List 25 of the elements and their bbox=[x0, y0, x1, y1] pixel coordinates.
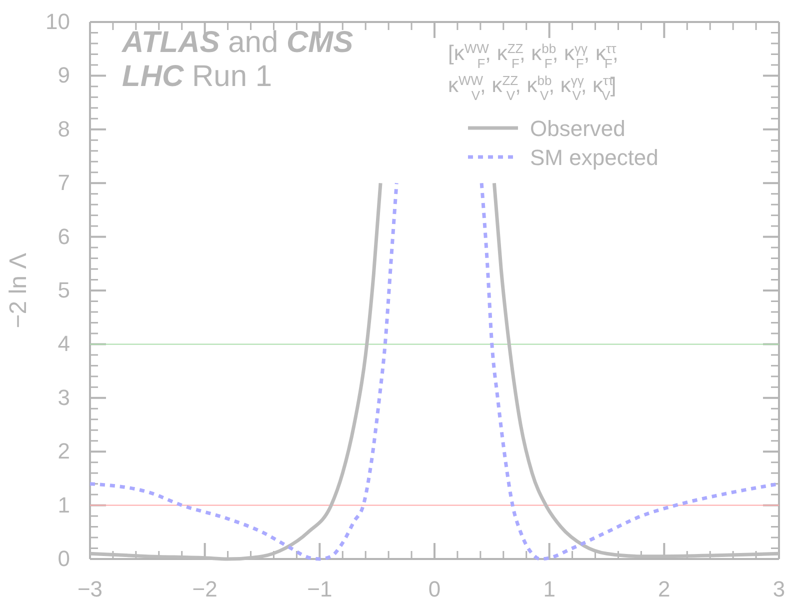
text: [κ$^{WW}$$_{F}$, κ$^{ZZ}$$_{F}$, κ$^{bb}$$_{F}$, κ$^{γγ}$$_{F}$, κ$^{ττ}$$_{F}$, bbox=[448, 40, 618, 70]
y-tick-label: 10 bbox=[46, 9, 70, 34]
x-tick-label: −2 bbox=[192, 576, 218, 599]
text: κ$^{WW}$$_{V}$, κ$^{ZZ}$$_{V}$, κ$^{bb}$$_{V}$, κ$^{γγ}$$_{V}$, κ$^{ττ}$$_{V}$] bbox=[448, 72, 616, 102]
y-tick-label: 9 bbox=[58, 62, 70, 88]
y-tick-label: 1 bbox=[58, 492, 70, 518]
y-tick-label: 7 bbox=[58, 170, 70, 196]
y-axis-title: −2 ln Λ bbox=[5, 252, 32, 328]
legend-label: Observed bbox=[530, 116, 626, 141]
x-tick-label: −3 bbox=[77, 576, 103, 599]
y-tick-label: 3 bbox=[58, 384, 70, 410]
annotation: LHC Run 1 bbox=[122, 60, 272, 93]
y-tick-label: 4 bbox=[58, 331, 70, 356]
x-tick-label: 1 bbox=[543, 576, 556, 599]
x-tick-label: 3 bbox=[772, 576, 786, 599]
y-tick-label: 5 bbox=[58, 278, 70, 303]
y-tick-label: 2 bbox=[58, 438, 70, 464]
y-tick-label: 0 bbox=[58, 546, 70, 572]
x-tick-label: 0 bbox=[428, 576, 441, 599]
y-tick-label: 6 bbox=[58, 224, 70, 249]
annotation: ATLAS and CMS bbox=[121, 26, 354, 59]
x-tick-label: −1 bbox=[307, 576, 332, 599]
x-tick-label: 2 bbox=[658, 576, 670, 599]
legend-label: SM expected bbox=[530, 145, 658, 170]
y-tick-label: 8 bbox=[58, 116, 70, 142]
